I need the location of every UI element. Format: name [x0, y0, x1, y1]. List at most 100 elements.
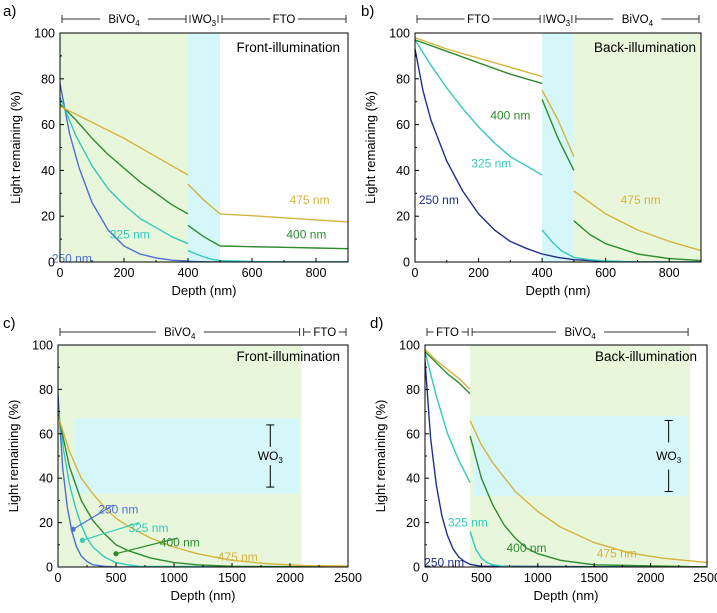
y-axis-label: Light remaining (%) [373, 400, 388, 513]
layer-label-fto: FTO [313, 327, 336, 339]
y-tick-label: 40 [396, 164, 410, 178]
x-tick-label: 1500 [218, 571, 246, 585]
x-tick-label: 200 [468, 266, 489, 280]
series-line-400-nm [60, 103, 189, 215]
series-line-475-nm [541, 89, 575, 157]
series-group [425, 348, 707, 567]
panel-label: d) [370, 315, 383, 332]
x-tick-label: 1000 [160, 571, 188, 585]
panel-label: b) [361, 3, 374, 20]
x-tick-label: 1000 [524, 571, 552, 585]
series-line-400-nm [469, 435, 707, 567]
layer-label-base: BiVO [164, 327, 191, 339]
y-tick-label: 0 [403, 256, 410, 270]
layer-label-base: BiVO [622, 14, 649, 26]
x-tick-label: 0 [57, 266, 64, 280]
wo3-inset-label: WO3 [656, 449, 682, 465]
series-label-325-nm: 325 nm [110, 228, 150, 242]
series-line-325-nm [60, 96, 189, 245]
y-tick-label: 40 [41, 164, 55, 178]
series-line-400-nm [425, 351, 471, 395]
wo3-inset-band [473, 416, 688, 496]
layer-label-base: BiVO [564, 327, 591, 339]
y-tick-label: 80 [396, 72, 410, 86]
layer-band-bivo4 [573, 33, 701, 262]
series-line-250-nm [60, 83, 189, 262]
y-tick-label: 100 [389, 27, 410, 41]
layer-label-fto: FTO [467, 14, 490, 26]
y-tick-label: 60 [39, 427, 53, 441]
layer-label-bivo4: BiVO4 [622, 14, 654, 28]
series-label-475-nm: 475 nm [597, 547, 637, 561]
series-label-400-nm: 400 nm [507, 541, 547, 555]
wo3-inset-label-base: WO [258, 449, 279, 463]
x-tick-label: 600 [242, 266, 263, 280]
layer-label-sub: 4 [649, 19, 654, 28]
series-line-475-nm [469, 420, 707, 564]
layer-label-bivo4: BiVO4 [108, 14, 140, 28]
x-tick-label: 0 [422, 571, 429, 585]
series-label-400-nm: 400 nm [286, 228, 326, 242]
x-tick-label: 800 [659, 266, 680, 280]
y-tick-label: 0 [46, 561, 53, 575]
y-tick-label: 20 [406, 516, 420, 530]
series-label-475-nm: 475 nm [290, 193, 330, 207]
x-axis-label: Depth (nm) [533, 588, 598, 603]
y-tick-label: 100 [34, 27, 55, 41]
pointer-dot-325-nm [79, 537, 85, 543]
series-label-400-nm: 400 nm [160, 536, 200, 550]
y-axis-label: Light remaining (%) [6, 400, 21, 513]
series-label-475-nm: 475 nm [218, 550, 258, 564]
series-line-475-nm [425, 348, 471, 390]
x-tick-label: 500 [106, 571, 127, 585]
series-line-400-nm [219, 245, 348, 250]
pointer-line-325-nm [82, 522, 140, 541]
y-tick-label: 40 [406, 472, 420, 486]
panel-title: Back-illumination [595, 349, 697, 364]
layer-label-base: FTO [467, 14, 490, 26]
y-tick-label: 0 [413, 561, 420, 575]
series-label-400-nm: 400 nm [490, 108, 530, 122]
x-axis-label: Depth (nm) [170, 588, 235, 603]
layer-label-sub: 4 [591, 332, 596, 341]
layer-label-sub: 4 [135, 19, 140, 28]
panel-b-back-illumination-thin: b) FTO WO3 BiVO4 400 nm 325 nm 250 nm 475 nm Bac… [361, 3, 702, 298]
layer-label-sub: 4 [191, 332, 196, 341]
panel-title: Front-illumination [236, 40, 340, 55]
layer-band-wo3 [188, 33, 220, 262]
y-axis-label: Light remaining (%) [8, 91, 23, 204]
series-line-400-nm [415, 39, 543, 85]
x-axis-label: Depth (nm) [525, 283, 590, 298]
series-line-475-nm [187, 183, 221, 215]
x-tick-label: 0 [412, 266, 419, 280]
series-label-250-nm: 250 nm [98, 502, 138, 516]
wo3-inset-band [74, 418, 300, 494]
y-tick-label: 80 [39, 383, 53, 397]
panel-title: Front-illumination [236, 349, 340, 364]
series-label-250-nm: 250 nm [424, 556, 464, 570]
layer-label-wo3: WO3 [192, 14, 217, 28]
y-tick-label: 20 [39, 516, 53, 530]
series-label-250-nm: 250 nm [52, 252, 92, 266]
layer-label-base: FTO [273, 14, 296, 26]
panel-title: Back-illumination [594, 40, 696, 55]
series-line-325-nm [469, 531, 707, 567]
series-line-400-nm [541, 99, 575, 171]
layer-label-wo3: WO3 [546, 14, 571, 28]
wo3-inset-label-sub: 3 [677, 456, 682, 465]
y-tick-label: 0 [48, 256, 55, 270]
series-line-475-nm [219, 213, 348, 223]
x-tick-label: 800 [306, 266, 327, 280]
pointer-line-250-nm [72, 504, 114, 530]
y-tick-label: 20 [41, 210, 55, 224]
y-tick-label: 60 [406, 427, 420, 441]
wo3-inset-label-sub: 3 [278, 456, 283, 465]
layer-label-base: FTO [436, 327, 459, 339]
y-tick-label: 60 [396, 118, 410, 132]
y-tick-label: 60 [41, 118, 55, 132]
x-axis-label: Depth (nm) [171, 283, 236, 298]
x-tick-label: 1500 [580, 571, 608, 585]
series-line-325-nm [58, 407, 348, 567]
series-line-475-nm [58, 415, 348, 567]
